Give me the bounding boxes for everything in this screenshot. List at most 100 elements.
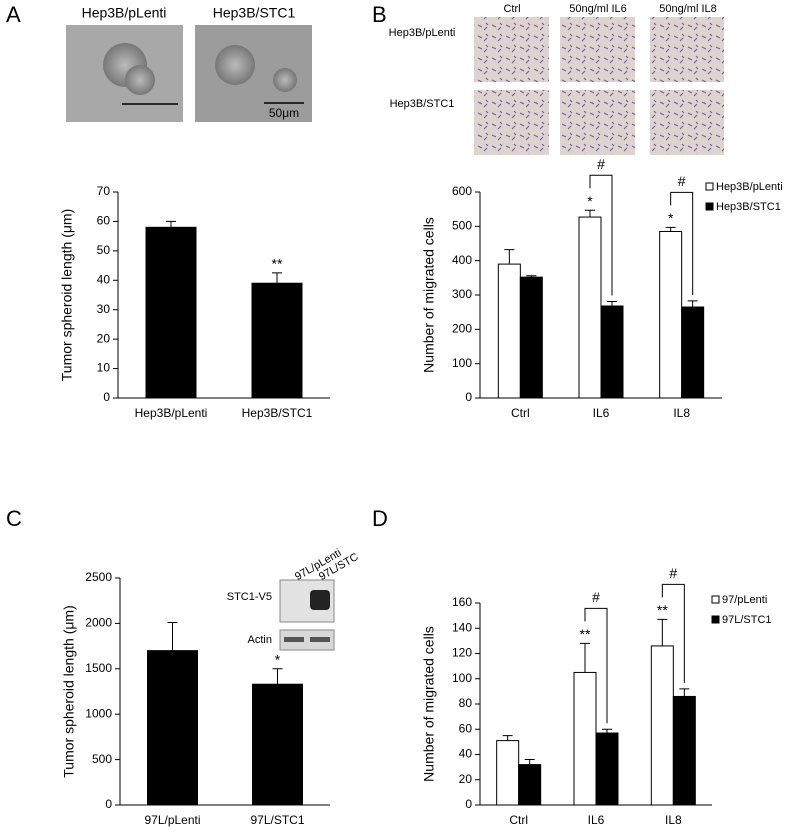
x-tick-label: Ctrl	[511, 406, 530, 420]
panel-label: B	[372, 2, 387, 27]
bar	[600, 305, 624, 399]
x-tick-label: Hep3B/pLenti	[135, 406, 208, 420]
y-tick-label: 120	[452, 646, 472, 660]
y-tick-label: 600	[452, 184, 472, 198]
y-tick-label: 160	[452, 595, 472, 609]
x-tick-label: IL8	[673, 406, 690, 420]
error-bar	[272, 272, 282, 284]
significance-mark: *	[668, 210, 674, 226]
significance-mark: *	[275, 652, 281, 668]
scale-bar-label: 50μm	[269, 106, 299, 120]
y-tick-label: 20	[459, 772, 473, 786]
band-label: Actin	[248, 634, 272, 646]
significance-mark: **	[272, 256, 283, 272]
y-tick-label: 80	[459, 696, 473, 710]
y-tick-label: 0	[103, 390, 110, 404]
error-bar	[585, 209, 595, 218]
bar	[578, 216, 602, 399]
significance-mark: *	[587, 193, 593, 209]
x-tick-label: IL6	[593, 406, 610, 420]
y-tick-label: 30	[97, 302, 111, 316]
x-tick-label: 97L/STC1	[250, 813, 304, 827]
bar	[497, 263, 521, 399]
band-label: STC1-V5	[227, 591, 272, 603]
legend-swatch	[711, 615, 720, 624]
y-tick-label: 40	[97, 272, 111, 286]
y-tick-label: 500	[92, 752, 112, 766]
micrograph	[195, 25, 312, 122]
image-label: Hep3B/STC1	[213, 5, 296, 21]
legend-label: Hep3B/STC1	[716, 201, 781, 213]
bracket-label: #	[669, 565, 677, 581]
bar	[496, 740, 520, 806]
column-label: Ctrl	[503, 3, 520, 15]
y-tick-label: 50	[97, 243, 111, 257]
legend-swatch	[705, 202, 714, 211]
legend-swatch	[705, 182, 714, 191]
micrograph	[66, 25, 183, 122]
column-label: 50ng/ml IL8	[659, 3, 716, 15]
significance-bracket	[584, 607, 608, 724]
x-tick-label: IL8	[665, 813, 682, 827]
error-bar	[526, 275, 537, 278]
y-tick-label: 140	[452, 620, 472, 634]
error-bar	[580, 642, 590, 673]
y-tick-label: 500	[452, 219, 472, 233]
y-tick-label: 100	[452, 356, 472, 370]
y-tick-label: 2500	[85, 570, 112, 584]
error-bar	[504, 249, 515, 265]
error-bar	[167, 621, 178, 651]
y-axis-label: Number of migrated cells	[421, 217, 437, 373]
x-tick-label: Ctrl	[509, 813, 528, 827]
y-tick-label: 20	[97, 331, 111, 345]
legend-label: 97L/STC1	[722, 614, 772, 626]
y-tick-label: 2000	[85, 616, 112, 630]
significance-bracket	[670, 191, 694, 295]
y-tick-label: 1000	[85, 706, 112, 720]
x-tick-label: 97L/pLenti	[144, 813, 200, 827]
significance-bracket	[661, 583, 685, 683]
significance-mark: **	[580, 626, 591, 642]
legend-label: 97/pLenti	[722, 594, 767, 606]
y-tick-label: 70	[97, 184, 111, 198]
y-tick-label: 1500	[85, 661, 112, 675]
image-label: Hep3B/pLenti	[82, 5, 167, 21]
bracket-label: #	[678, 173, 686, 189]
error-bar	[272, 668, 283, 685]
bar	[145, 226, 197, 399]
error-bar	[679, 688, 690, 697]
column-label: 50ng/ml IL6	[569, 3, 626, 15]
bar	[672, 695, 696, 806]
micrograph-grid	[474, 17, 724, 155]
y-tick-label: 200	[452, 322, 472, 336]
x-tick-label: IL6	[588, 813, 605, 827]
y-tick-label: 300	[452, 287, 472, 301]
bar	[573, 671, 597, 806]
bracket-label: #	[597, 156, 605, 172]
y-tick-label: 60	[459, 721, 473, 735]
legend-label: Hep3B/pLenti	[716, 181, 783, 193]
bar	[595, 732, 619, 806]
panel-label: A	[6, 2, 21, 27]
x-tick-label: Hep3B/STC1	[242, 406, 313, 420]
bar	[147, 650, 198, 806]
y-tick-label: 0	[105, 797, 112, 811]
row-label: Hep3B/pLenti	[389, 27, 456, 39]
error-bar	[524, 759, 535, 765]
bar	[659, 230, 683, 399]
y-axis-label: Number of migrated cells	[421, 626, 437, 782]
y-tick-label: 100	[452, 671, 472, 685]
error-bar	[607, 301, 617, 306]
y-tick-label: 0	[465, 797, 472, 811]
bar	[519, 276, 543, 399]
y-tick-label: 400	[452, 253, 472, 267]
y-axis-label: Tumor spheroid length (μm)	[59, 209, 75, 382]
significance-bracket	[589, 174, 613, 296]
bracket-label: #	[592, 589, 600, 605]
bar	[518, 764, 542, 806]
bar	[252, 683, 303, 806]
western-blot	[279, 579, 335, 651]
bar	[251, 282, 303, 399]
error-bar	[166, 220, 176, 228]
